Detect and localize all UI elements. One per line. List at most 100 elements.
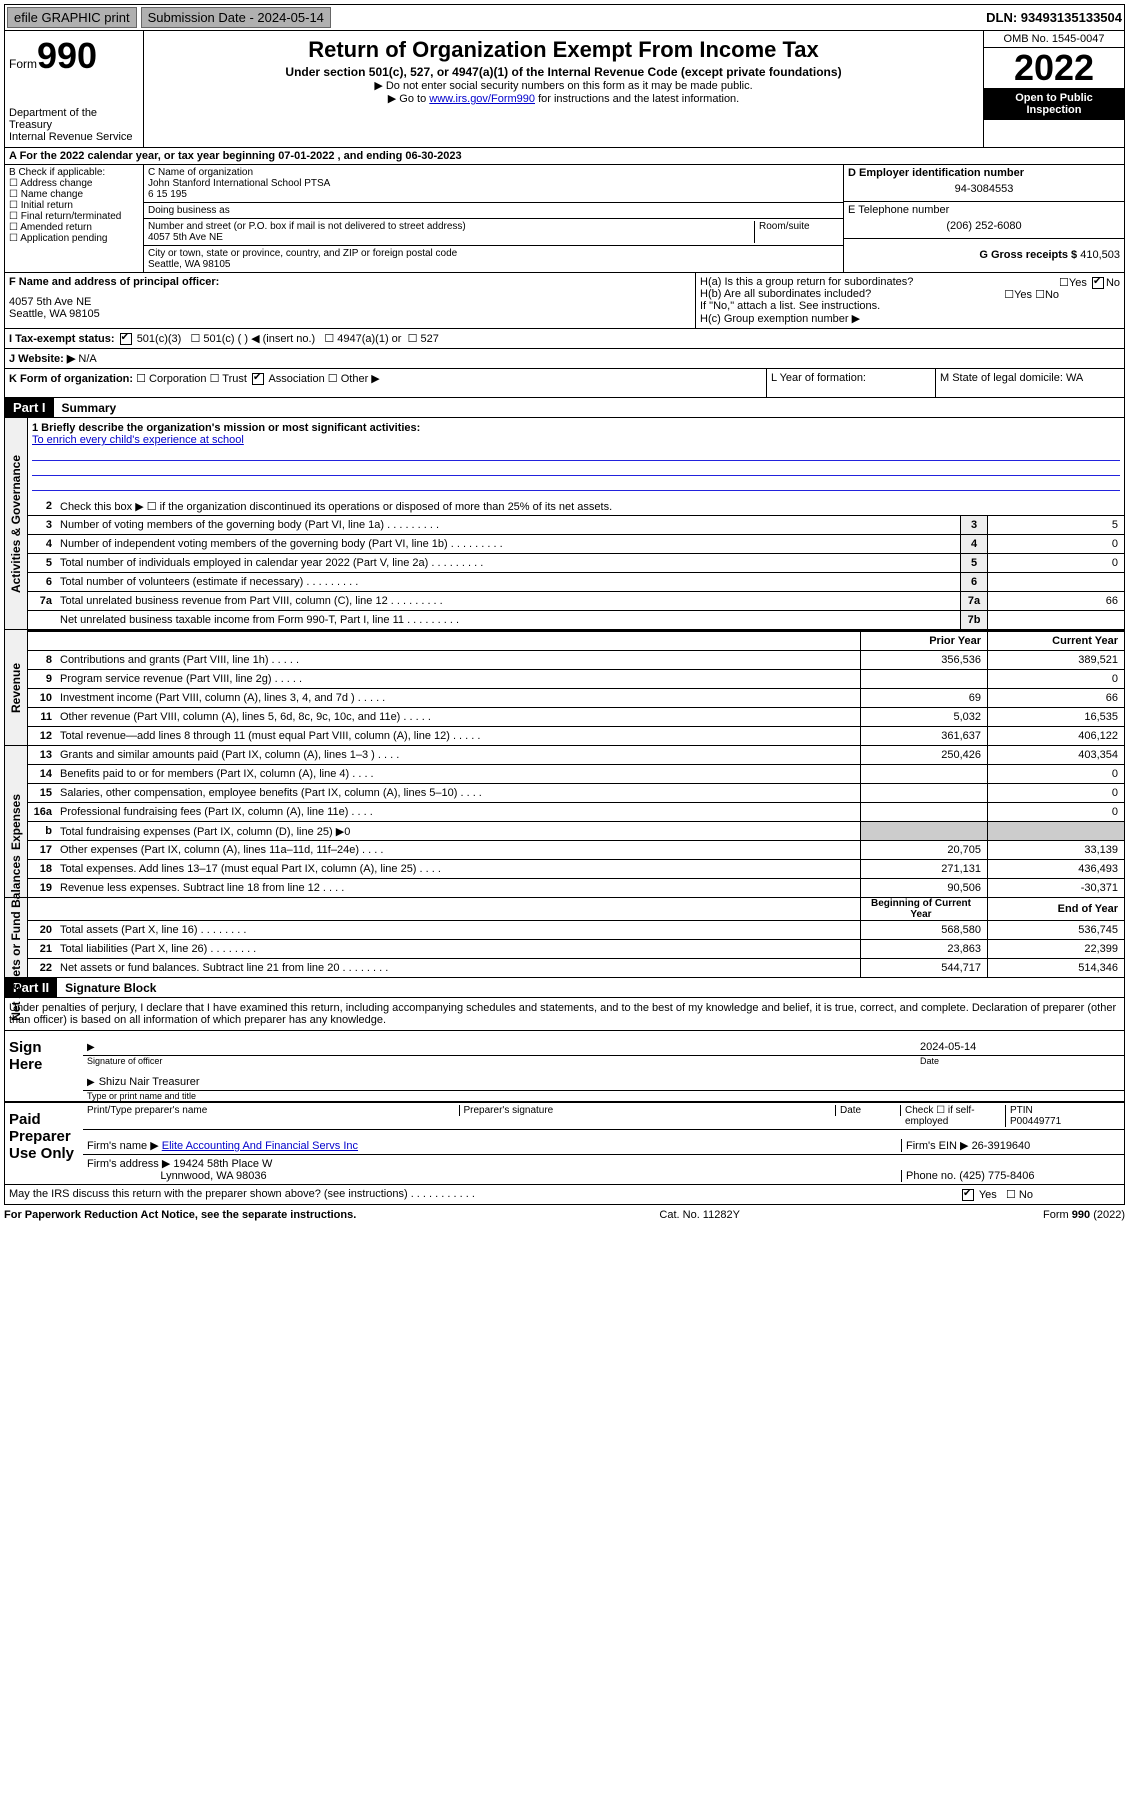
line1: 1 Briefly describe the organization's mi… <box>28 418 1124 497</box>
org-name2: 6 15 195 <box>148 189 839 200</box>
assoc-check <box>252 373 264 385</box>
summary-line: 19Revenue less expenses. Subtract line 1… <box>28 879 1124 897</box>
net-section: Net Assets or Fund Balances Beginning of… <box>4 898 1125 978</box>
g-row: G Gross receipts $ 410,503 <box>844 239 1124 263</box>
note2: ▶ Go to www.irs.gov/Form990 for instruct… <box>148 92 979 105</box>
city-val: Seattle, WA 98105 <box>148 259 839 270</box>
may-no: No <box>1019 1189 1033 1201</box>
c-name: C Name of organization John Stanford Int… <box>144 165 843 203</box>
date-lbl: Date <box>920 1056 1120 1066</box>
officer-addr2: Seattle, WA 98105 <box>9 308 691 320</box>
summary-line: 11Other revenue (Part VIII, column (A), … <box>28 708 1124 727</box>
prep-name-lbl: Print/Type preparer's name <box>87 1105 460 1116</box>
prep-row2: Firm's name ▶ Elite Accounting And Finan… <box>83 1130 1124 1155</box>
firm-name-lbl: Firm's name ▶ <box>87 1140 159 1152</box>
501c3-check <box>120 333 132 345</box>
b-opt-5-text: Application pending <box>20 233 107 244</box>
k-opt-3: Other ▶ <box>341 373 380 385</box>
c-dba: Doing business as <box>144 203 843 219</box>
hb-row: H(b) Are all subordinates included? ☐Yes… <box>700 288 1120 300</box>
net-body: Beginning of Current Year End of Year 20… <box>28 898 1124 977</box>
i-opt-2: 4947(a)(1) or <box>337 333 401 345</box>
summary-line: 15Salaries, other compensation, employee… <box>28 784 1124 803</box>
part1-title: Summary <box>54 401 117 415</box>
footer-mid: Cat. No. 11282Y <box>356 1209 1043 1221</box>
paid-prep-label: Paid Preparer Use Only <box>5 1103 83 1184</box>
b-opt-3: ☐ Final return/terminated <box>9 211 139 222</box>
exp-body: 13Grants and similar amounts paid (Part … <box>28 746 1124 897</box>
submission-btn[interactable]: Submission Date - 2024-05-14 <box>141 7 331 28</box>
b-opt-5: ☐ Application pending <box>9 233 139 244</box>
org-name: John Stanford International School PTSA <box>148 178 839 189</box>
row-a-text: A For the 2022 calendar year, or tax yea… <box>9 150 462 162</box>
addr-label: Number and street (or P.O. box if mail i… <box>148 221 754 232</box>
dept: Department of the Treasury <box>9 107 139 131</box>
efile-btn[interactable]: efile GRAPHIC print <box>7 7 137 28</box>
part1-bar: Part I Summary <box>4 398 1125 418</box>
j-label: J Website: ▶ <box>9 353 75 365</box>
city-label: City or town, state or province, country… <box>148 248 839 259</box>
sig-labels1: Signature of officer Date <box>83 1056 1124 1066</box>
firm-ein: 26-3919640 <box>972 1140 1031 1152</box>
irs-link[interactable]: www.irs.gov/Form990 <box>429 93 535 105</box>
e-label: E Telephone number <box>848 204 1120 216</box>
c-addr: Number and street (or P.O. box if mail i… <box>144 219 843 246</box>
prep-date-lbl: Date <box>836 1105 901 1116</box>
phone-lbl: Phone no. <box>906 1170 956 1182</box>
may-irs: May the IRS discuss this return with the… <box>9 1188 408 1200</box>
h-note: If "No," attach a list. See instructions… <box>700 300 1120 312</box>
governance-section: Activities & Governance 1 Briefly descri… <box>4 418 1125 630</box>
officer-name-title: Shizu Nair Treasurer <box>99 1076 200 1088</box>
c-name-label: C Name of organization <box>148 167 839 178</box>
i-opt-0: 501(c)(3) <box>137 333 182 345</box>
g-label: G Gross receipts $ <box>979 249 1077 261</box>
d-label: D Employer identification number <box>848 167 1024 179</box>
sig-row2: Shizu Nair Treasurer <box>83 1066 1124 1091</box>
b-opt-2: ☐ Initial return <box>9 200 139 211</box>
note2-pre: ▶ Go to <box>388 93 429 105</box>
current-hdr: Current Year <box>987 632 1124 650</box>
prior-hdr: Prior Year <box>860 632 987 650</box>
penalty-text: Under penalties of perjury, I declare th… <box>5 998 1124 1030</box>
summary-line: 3Number of voting members of the governi… <box>28 516 1124 535</box>
hb-label: H(b) Are all subordinates included? <box>700 288 871 300</box>
prep-row1: Print/Type preparer's name Preparer's si… <box>83 1103 1124 1130</box>
row-f: F Name and address of principal officer:… <box>4 273 1125 329</box>
summary-line: 9Program service revenue (Part VIII, lin… <box>28 670 1124 689</box>
ha-label: H(a) Is this a group return for subordin… <box>700 276 913 288</box>
sign-here-block: Sign Here 2024-05-14 Signature of office… <box>5 1030 1124 1101</box>
firm-addr1: 19424 58th Place W <box>173 1158 272 1170</box>
row-a: A For the 2022 calendar year, or tax yea… <box>4 148 1125 165</box>
i-opt-3: 527 <box>421 333 439 345</box>
revenue-section: Revenue Prior Year Current Year 8Contrib… <box>4 630 1125 746</box>
firm-addr-lbl: Firm's address ▶ <box>87 1158 170 1170</box>
summary-line: 10Investment income (Part VIII, column (… <box>28 689 1124 708</box>
k-opt-1: Trust <box>222 373 247 385</box>
j-content: J Website: ▶ N/A <box>5 349 1124 368</box>
room-label: Room/suite <box>754 221 839 243</box>
summary-line: 21Total liabilities (Part X, line 26) . … <box>28 940 1124 959</box>
summary-line: 5Total number of individuals employed in… <box>28 554 1124 573</box>
summary-line: 6Total number of volunteers (estimate if… <box>28 573 1124 592</box>
ul2 <box>32 463 1120 476</box>
header-right: OMB No. 1545-0047 2022 Open to Public In… <box>983 31 1124 147</box>
sign-here: Sign Here <box>5 1031 83 1101</box>
k-content: K Form of organization: ☐ Corporation ☐ … <box>5 369 766 397</box>
line2: 2Check this box ▶ ☐ if the organization … <box>28 497 1124 516</box>
note1: ▶ Do not enter social security numbers o… <box>148 79 979 92</box>
sign-right: 2024-05-14 Signature of officer Date Shi… <box>83 1031 1124 1101</box>
k-opt-0: Corporation <box>149 373 206 385</box>
i-content: I Tax-exempt status: 501(c)(3) ☐ 501(c) … <box>5 329 1124 348</box>
net-text: Net Assets or Fund Balances <box>9 855 23 1021</box>
firm-name[interactable]: Elite Accounting And Financial Servs Inc <box>162 1140 358 1152</box>
mission-link[interactable]: To enrich every child's experience at sc… <box>32 434 244 446</box>
summary-line: 18Total expenses. Add lines 13–17 (must … <box>28 860 1124 879</box>
form-word: Form <box>9 57 37 71</box>
ha-yes: Yes <box>1069 277 1087 289</box>
gov-text: Activities & Governance <box>9 455 23 593</box>
self-emp: Check ☐ if self-employed <box>901 1105 1006 1127</box>
b-opt-2-text: Initial return <box>21 200 73 211</box>
part1-hdr: Part I <box>5 398 54 417</box>
summary-line: 13Grants and similar amounts paid (Part … <box>28 746 1124 765</box>
b-opt-0-text: Address change <box>20 178 92 189</box>
